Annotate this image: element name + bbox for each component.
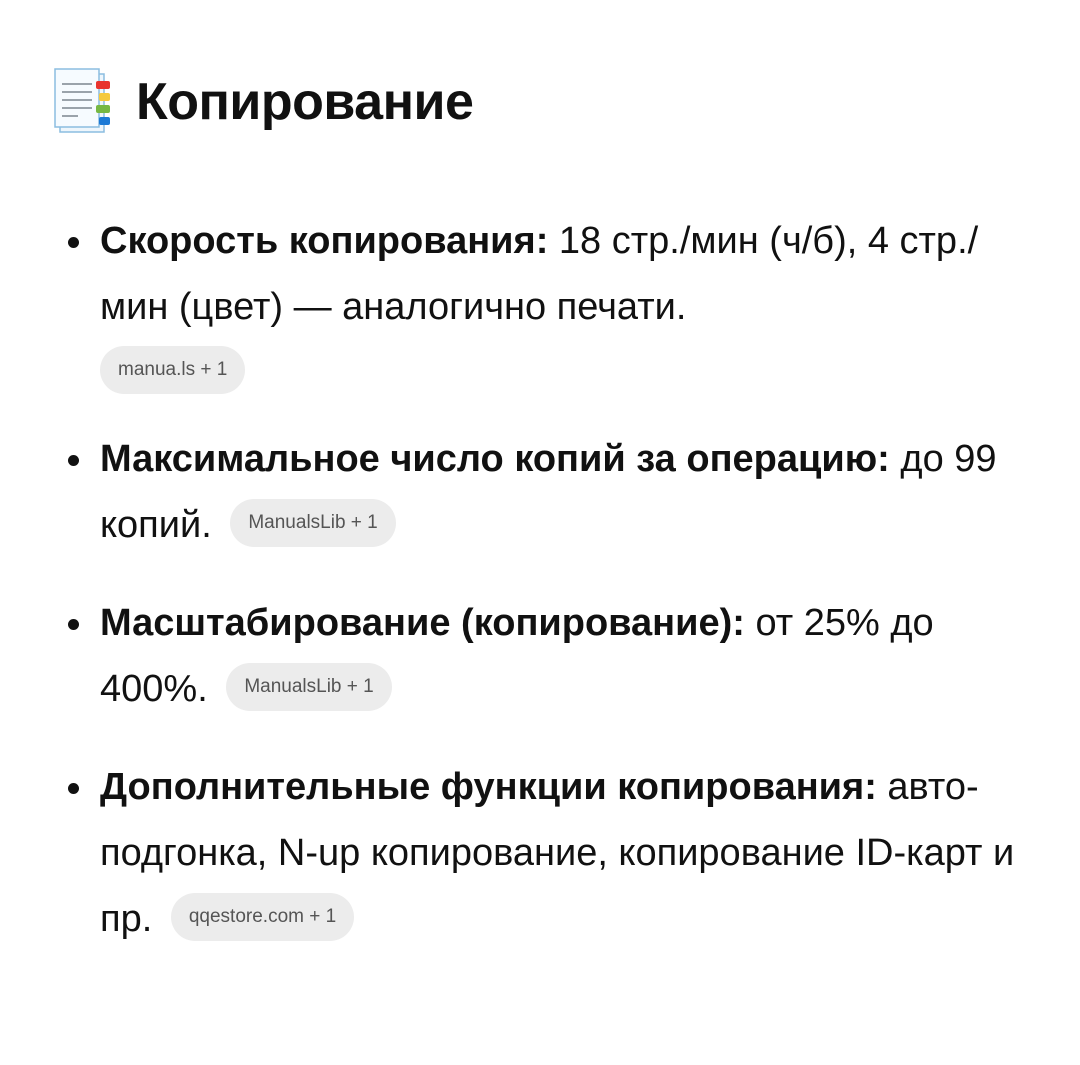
section-title: Копирование bbox=[136, 73, 474, 131]
item-text: до 99 копий. bbox=[100, 438, 997, 546]
source-chip[interactable]: qqestore.com + 1 bbox=[170, 892, 355, 941]
item-label: Скорость копирования: bbox=[100, 220, 549, 262]
item-label: Дополнительные функции копирования: bbox=[100, 766, 877, 808]
item-text: 18 стр./мин (ч/б), 4 стр./мин (цвет) — а… bbox=[100, 220, 979, 328]
source-chip[interactable]: manua.ls + 1 bbox=[100, 346, 246, 394]
item-text: от 25% до 400%. bbox=[100, 602, 934, 710]
item-label: Масштабирование (копирование): bbox=[100, 602, 745, 644]
list-item: Масштабирование (копирование): от 25% до… bbox=[68, 590, 1030, 722]
list-item: Максимальное число копий за операцию: до… bbox=[68, 426, 1030, 558]
item-text: авто-подгонка, N-up копирование, копиров… bbox=[100, 766, 1015, 940]
list-item: Дополнительные функции копирования: авто… bbox=[68, 754, 1030, 952]
source-chip[interactable]: ManualsLib + 1 bbox=[230, 498, 396, 547]
source-chip[interactable]: ManualsLib + 1 bbox=[226, 662, 392, 711]
section-header: Копирование bbox=[52, 66, 474, 138]
spec-list: Скорость копирования: 18 стр./мин (ч/б),… bbox=[68, 208, 1030, 984]
item-label: Максимальное число копий за операцию: bbox=[100, 438, 890, 480]
bookmark-tabs-document-icon bbox=[54, 68, 110, 133]
list-item: Скорость копирования: 18 стр./мин (ч/б),… bbox=[68, 208, 1030, 394]
